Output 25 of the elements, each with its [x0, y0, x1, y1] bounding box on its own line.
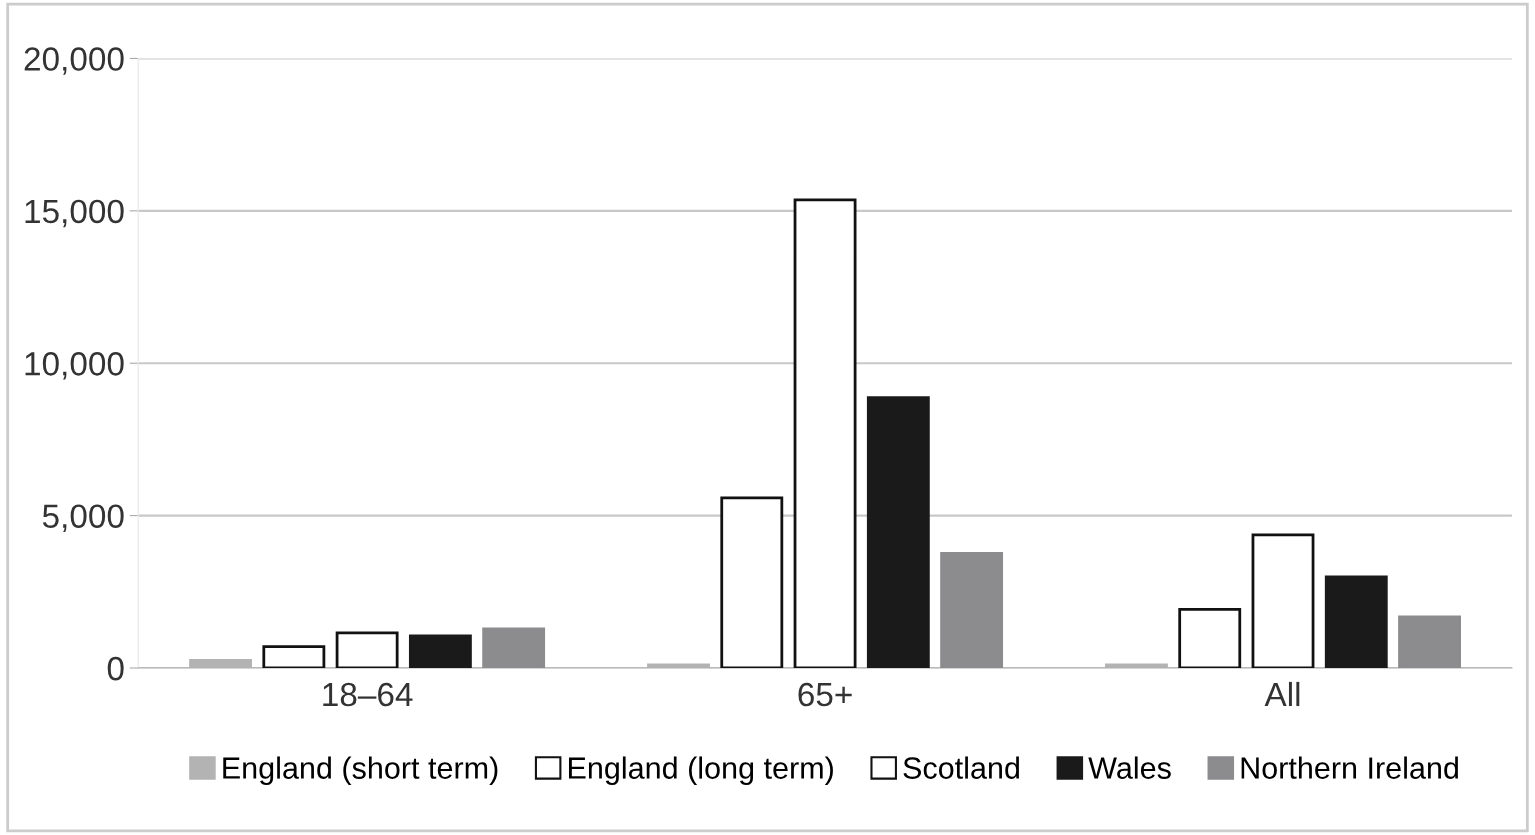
y-tick-label: 20,000 [24, 47, 124, 75]
y-tick-label: 15,000 [25, 199, 124, 228]
legend-label: Wales [1088, 756, 1171, 779]
bar [1324, 575, 1388, 668]
bar [335, 631, 399, 668]
x-tick-label: 65+ [798, 682, 852, 707]
legend-label: Scotland [903, 756, 1019, 779]
bar [482, 627, 546, 668]
bar [720, 496, 784, 668]
bar [866, 396, 930, 668]
x-tick-label: 18–64 [323, 682, 413, 707]
bar [1251, 533, 1315, 668]
bar [940, 552, 1004, 668]
bar [1178, 608, 1242, 668]
legend-label: Northern Ireland [1241, 756, 1458, 779]
bar [262, 645, 326, 668]
bar [793, 198, 857, 668]
y-tick-label: 5,000 [42, 504, 124, 532]
x-tick-label: All [1264, 681, 1300, 707]
legend-label: England (short term) [223, 756, 498, 785]
y-tick-label: 10,000 [25, 352, 124, 380]
y-tick-label: 0 [107, 656, 124, 681]
legend-label: England (long term) [568, 756, 833, 785]
bar [1398, 615, 1461, 668]
bar [408, 634, 472, 668]
